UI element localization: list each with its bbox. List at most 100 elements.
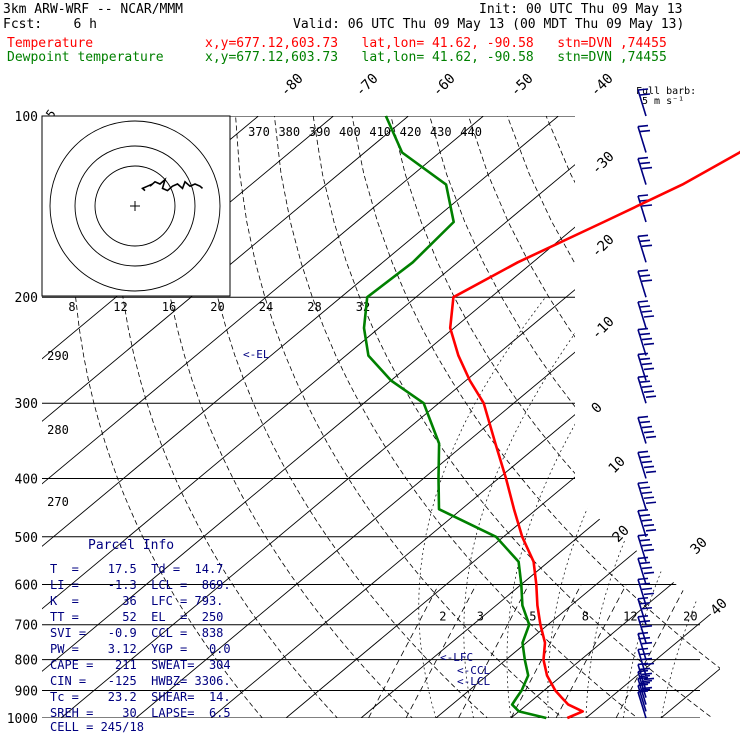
parcel-row: SREH = 30 LAPSE= 6.5 bbox=[50, 706, 231, 720]
isotherm-label: -50 bbox=[508, 71, 537, 100]
wind-barb-flag bbox=[637, 300, 649, 303]
dewpoint-profile-line bbox=[362, 115, 547, 720]
dry-adiabat-line bbox=[701, 116, 720, 718]
wind-barb-flag bbox=[645, 528, 657, 532]
moist-adiabat-line bbox=[660, 296, 720, 718]
wind-barb-flag bbox=[637, 194, 649, 197]
wind-barb-staff bbox=[637, 510, 647, 538]
mixing-ratio-label: 12 bbox=[623, 610, 637, 624]
valid-time: Valid: 06 UTC Thu 09 May 13 (00 MDT Thu … bbox=[293, 17, 685, 32]
mixing-ratio-line bbox=[615, 584, 687, 718]
wind-barb-flag bbox=[643, 592, 655, 596]
dewpoint-legend-info: x,y=677.12,603.73 lat,lon= 41.62, -90.58… bbox=[205, 50, 667, 65]
wind-barb-flag bbox=[639, 420, 651, 424]
wind-barb bbox=[637, 533, 655, 562]
moist-adiabat-line bbox=[547, 296, 720, 718]
wind-barb-flag bbox=[637, 352, 649, 356]
theta-label: 440 bbox=[460, 125, 482, 139]
dry-adiabat-line bbox=[115, 116, 350, 718]
isotherm-label: -80 bbox=[278, 71, 307, 100]
wind-barb bbox=[637, 481, 657, 510]
mixing-ratio-label: 8 bbox=[582, 610, 589, 624]
dry-adiabat-line bbox=[584, 116, 720, 718]
isotherm-line bbox=[42, 116, 559, 718]
parcel-info-title: Parcel Info bbox=[88, 538, 175, 553]
hodo-speed-label: 32 bbox=[356, 300, 370, 314]
parcel-row: CELL = 245/18 bbox=[50, 720, 144, 734]
wind-barb-flag bbox=[639, 513, 651, 517]
isotherm-line bbox=[736, 116, 740, 718]
wind-barb-flag bbox=[641, 204, 653, 207]
wind-barb bbox=[637, 234, 653, 263]
mixing-ratio-line bbox=[458, 584, 530, 718]
wind-barb-flag bbox=[639, 357, 651, 361]
pressure-tick-label: 1000 bbox=[7, 712, 38, 727]
barb-legend-unit: 5 m s⁻¹ bbox=[642, 96, 684, 107]
wind-barb-flag bbox=[637, 481, 649, 485]
theta-label: 390 bbox=[309, 125, 331, 139]
mixing-ratio-label: 5 bbox=[529, 610, 536, 624]
parcel-info-panel: Parcel Info T = 17.5 Td = 14.7 LI = -1.3… bbox=[44, 536, 234, 734]
isotherm-line bbox=[42, 116, 634, 718]
wind-barb-staff bbox=[637, 236, 647, 263]
isotherm-line bbox=[435, 116, 720, 718]
isotherm-label: 20 bbox=[610, 523, 633, 546]
wind-barb-staff bbox=[637, 616, 647, 644]
wind-barb-staff bbox=[637, 376, 647, 404]
wind-barb-flag bbox=[641, 460, 653, 464]
hodo-speed-label: 28 bbox=[307, 300, 321, 314]
isotherm-label: -10 bbox=[589, 314, 618, 343]
wind-barb-staff bbox=[637, 158, 647, 185]
wind-barb-flag bbox=[639, 93, 651, 96]
wind-barb bbox=[637, 88, 651, 117]
wind-barb-flag bbox=[645, 470, 657, 474]
wind-barb-flag bbox=[639, 274, 651, 278]
level-marker: <-CCL bbox=[457, 664, 490, 677]
theta-label: 290 bbox=[47, 349, 69, 363]
pressure-tick-label: 300 bbox=[15, 397, 38, 412]
wind-barb-staff bbox=[637, 558, 647, 585]
isotherm-label: 10 bbox=[606, 454, 629, 477]
wind-barb-flag bbox=[639, 667, 651, 671]
dry-adiabat-line bbox=[506, 116, 720, 718]
wind-barb-staff bbox=[637, 452, 647, 479]
wind-barb-staff bbox=[637, 671, 647, 698]
wind-barb-flag bbox=[643, 662, 655, 666]
mixing-ratio-line bbox=[405, 584, 477, 718]
isotherm-label: -40 bbox=[588, 71, 617, 100]
wind-barb-flag bbox=[637, 508, 649, 512]
mixing-ratio-line bbox=[555, 584, 627, 718]
wind-barb-flag bbox=[643, 342, 655, 346]
temperature-profile-line bbox=[448, 150, 740, 720]
hodograph-ring bbox=[94, 165, 176, 247]
wind-barb-staff bbox=[637, 678, 647, 705]
wind-barb-flag bbox=[643, 315, 655, 318]
theta-label: 370 bbox=[248, 125, 270, 139]
wind-barb-flag bbox=[639, 305, 651, 308]
theta-label: 380 bbox=[278, 125, 300, 139]
wind-barb-flag bbox=[637, 327, 649, 331]
isotherm-label: 30 bbox=[688, 535, 711, 558]
wind-barb bbox=[637, 375, 657, 404]
init-time: Init: 00 UTC Thu 09 May 13 bbox=[479, 2, 683, 17]
wind-barb-flag bbox=[643, 430, 655, 434]
dry-adiabat-line bbox=[156, 116, 426, 718]
wind-barb-flag bbox=[639, 561, 651, 565]
level-marker: <-LCL bbox=[457, 675, 490, 688]
wind-barb-flag bbox=[641, 566, 653, 570]
dewpoint-legend-label: Dewpoint temperature bbox=[7, 50, 164, 65]
wind-barb-flag bbox=[641, 337, 653, 341]
wind-barb-flag bbox=[641, 672, 653, 676]
wind-barb-flag bbox=[641, 606, 653, 610]
level-marker: <-LFC bbox=[440, 651, 473, 664]
wind-barb-flag bbox=[637, 375, 649, 379]
wind-barb-flag bbox=[645, 395, 657, 399]
pressure-tick-label: 900 bbox=[15, 684, 38, 699]
wind-barb-flag bbox=[637, 124, 649, 128]
mixing-ratio-line bbox=[368, 584, 440, 718]
wind-barb-staff bbox=[637, 664, 647, 691]
temperature-legend-label: Temperature bbox=[7, 36, 94, 51]
hodograph-ring bbox=[74, 145, 196, 267]
hodo-speed-label: 16 bbox=[162, 300, 176, 314]
forecast-hour: Fcst: 6 h bbox=[3, 17, 97, 32]
